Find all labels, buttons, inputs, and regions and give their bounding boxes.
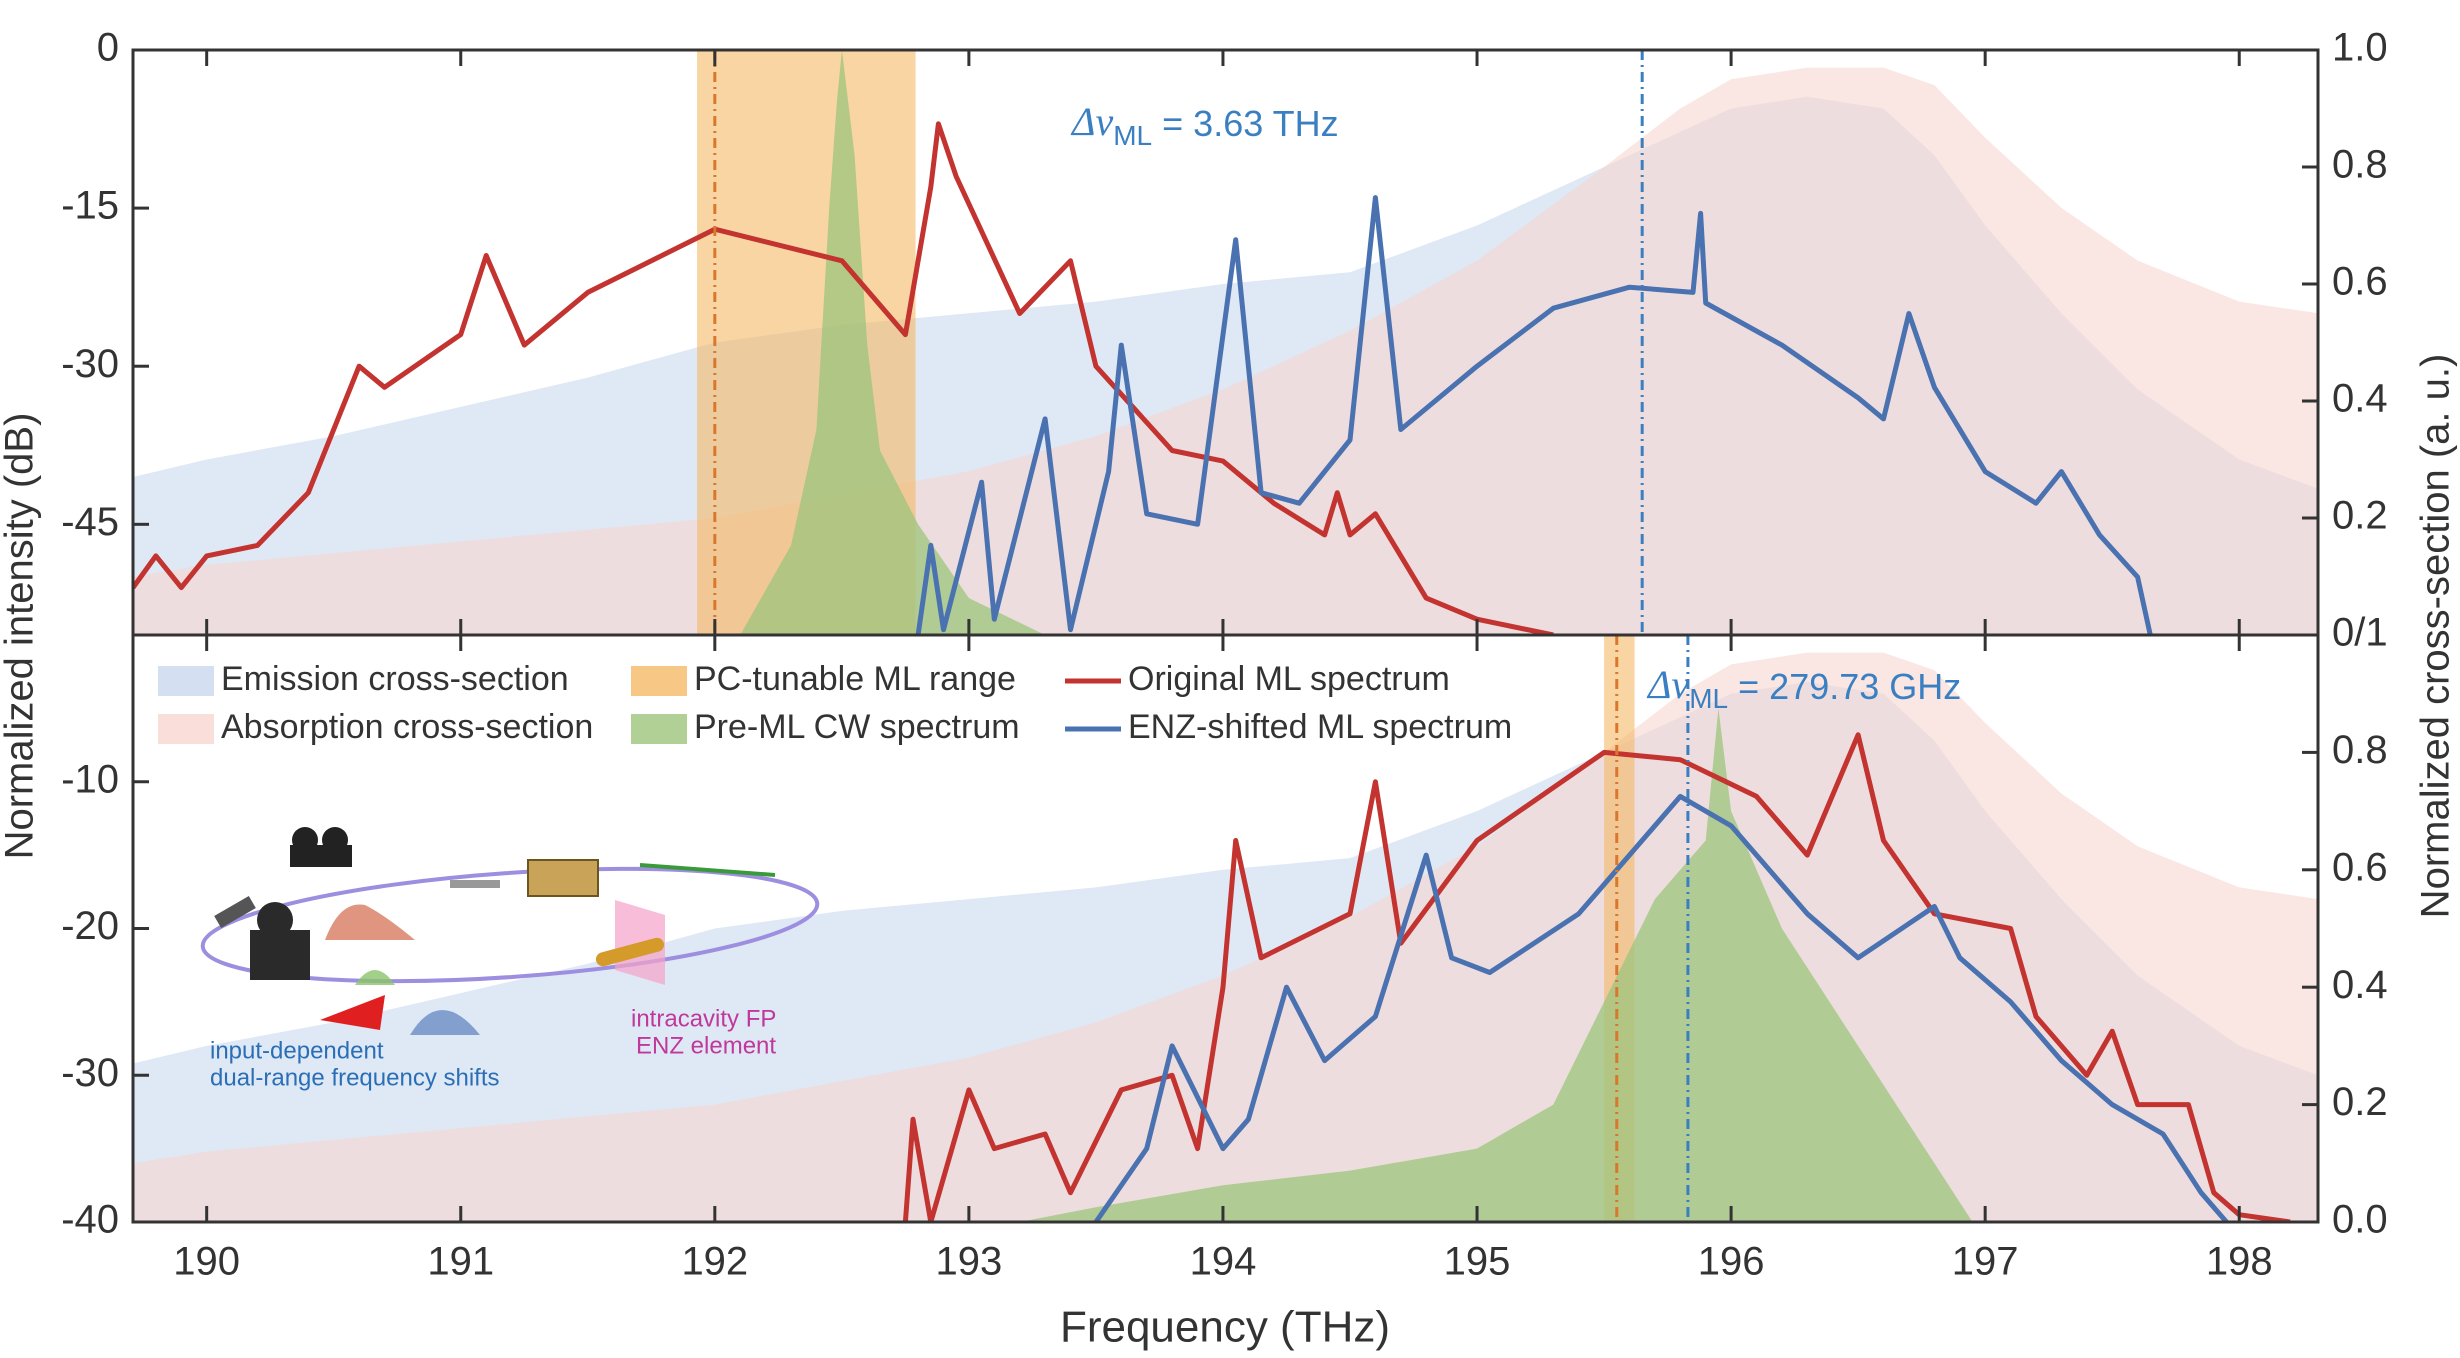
area — [1019, 708, 1973, 1222]
y-tick-label: -40 — [61, 1198, 119, 1242]
line — [902, 732, 2291, 1222]
fiber-segment — [639, 863, 776, 877]
inset-label: dual-range frequency shifts — [210, 1064, 500, 1091]
y2-tick-label: 0.8 — [2332, 728, 2388, 772]
x-tick-label: 197 — [1952, 1240, 2019, 1284]
y2-tick-label: 0.4 — [2332, 963, 2388, 1007]
y-tick-label: -20 — [61, 904, 119, 948]
legend-swatch — [631, 714, 687, 744]
component — [250, 930, 310, 980]
annotation-value: = 279.73 GHz — [1728, 666, 1961, 707]
legend-label: Emission cross-section — [221, 660, 569, 698]
y2-axis-label: Normalized cross-section (a. u.) — [2414, 354, 2458, 919]
legend-label: PC-tunable ML range — [694, 660, 1016, 698]
inset-label: input-dependent — [210, 1037, 384, 1064]
spectrum-icon — [325, 904, 415, 940]
area — [740, 50, 1046, 635]
x-tick-label: 196 — [1698, 1240, 1765, 1284]
top-panel-plot — [133, 50, 2318, 635]
y2-tick-label: 0.8 — [2332, 143, 2388, 187]
x-tick-label: 190 — [173, 1240, 240, 1284]
x-tick-label: 194 — [1190, 1240, 1257, 1284]
inset-label: intracavity FP — [631, 1005, 776, 1032]
y-axis-label: Normalized intensity (dB) — [0, 413, 42, 860]
component — [322, 827, 348, 853]
annotation-symbol: Δν — [1646, 662, 1689, 707]
y2-tick-label: 0.2 — [2332, 494, 2388, 538]
y-tick-label: 0 — [97, 26, 119, 70]
legend-label: Pre-ML CW spectrum — [694, 708, 1020, 746]
pump-laser — [527, 859, 599, 897]
component — [292, 827, 318, 853]
spectrum-icon — [410, 1010, 480, 1035]
x-tick-label: 198 — [2206, 1240, 2273, 1284]
annotation: ΔνML = 3.63 THz — [1070, 99, 1339, 151]
line — [133, 121, 1554, 635]
y-tick-label: -45 — [61, 500, 119, 544]
x-axis-label: Frequency (THz) — [1060, 1303, 1390, 1352]
annotation-value: = 3.63 THz — [1152, 103, 1338, 144]
y-tick-label: -30 — [61, 1051, 119, 1095]
y-tick-label: -10 — [61, 757, 119, 801]
inset-diagram: input-dependent dual-range frequency shi… — [200, 827, 820, 1091]
legend-label: Absorption cross-section — [221, 708, 593, 746]
line — [1093, 793, 2229, 1222]
annotation-symbol: Δν — [1070, 99, 1113, 144]
annotation-subscript: ML — [1113, 120, 1152, 151]
y-tick-label: -30 — [61, 342, 119, 386]
y2-tick-label: 0.4 — [2332, 377, 2388, 421]
output-arrow — [320, 995, 385, 1030]
y2-tick-label: 0/1 — [2332, 611, 2388, 655]
component — [257, 902, 293, 938]
y2-tick-label: 0.6 — [2332, 260, 2388, 304]
line — [915, 195, 2153, 635]
annotation-subscript: ML — [1689, 683, 1728, 714]
spectrum-icon — [355, 970, 395, 985]
inset-label: ENZ element — [636, 1032, 776, 1059]
y-tick-label: -15 — [61, 184, 119, 228]
legend-swatch — [631, 666, 687, 696]
legend-swatch — [158, 666, 214, 696]
component — [214, 895, 256, 929]
y2-tick-label: 1.0 — [2332, 26, 2388, 70]
legend-swatch — [158, 714, 214, 744]
legend-label: Original ML spectrum — [1128, 660, 1450, 698]
x-tick-label: 192 — [681, 1240, 748, 1284]
x-tick-label: 191 — [427, 1240, 494, 1284]
fiber-loop — [200, 866, 820, 984]
y2-tick-label: 0.6 — [2332, 845, 2388, 889]
fp-cavity — [595, 937, 665, 967]
bottom-panel-plot — [133, 635, 2318, 1222]
y2-tick-label: 0.0 — [2332, 1198, 2388, 1242]
x-tick-label: 195 — [1444, 1240, 1511, 1284]
annotation: ΔνML = 279.73 GHz — [1646, 662, 1961, 714]
x-tick-label: 193 — [936, 1240, 1003, 1284]
area — [133, 67, 2318, 635]
isolator — [450, 880, 500, 888]
y2-tick-label: 0.2 — [2332, 1080, 2388, 1124]
legend-label: ENZ-shifted ML spectrum — [1128, 708, 1512, 746]
